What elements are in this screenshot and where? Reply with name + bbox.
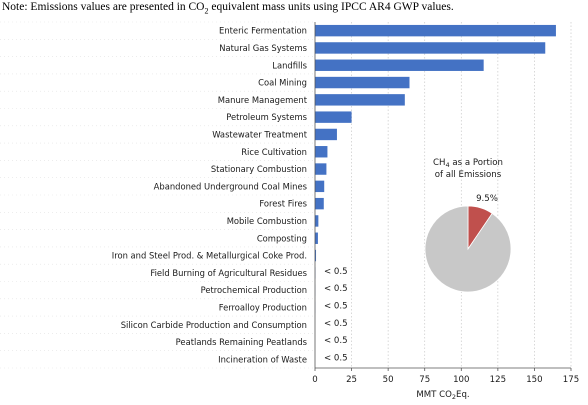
bar [315,128,337,141]
x-axis-title-end: Eq. [456,390,470,400]
data-label: < 0.5 [324,319,348,329]
x-tick-label: 0 [312,375,317,385]
pie-chart: CH4 as a Portion of all Emissions 9.5% [424,158,512,293]
bar [315,232,318,244]
bar [315,24,556,37]
x-axis: 0 25 50 75 100 125 150 175 [312,22,579,385]
bar [315,94,405,106]
category-label: Abandoned Underground Coal Mines [154,181,307,191]
category-label: Peatlands Remaining Peatlands [176,337,307,347]
x-axis-title-start: MMT CO [416,390,452,400]
category-label: Ferroalloy Production [219,302,307,312]
category-label: Incineration of Waste [218,354,307,364]
gridlines [0,21,572,369]
bar [315,111,352,123]
category-label: Enteric Fermentation [219,26,307,36]
category-label: Iron and Steel Prod. & Metallurgical Cok… [112,251,307,261]
bar [315,163,327,175]
pie-slices [424,205,512,293]
x-tick-label: 150 [526,375,542,385]
category-label: Manure Management [218,95,308,105]
note-subscript: 2 [204,6,209,16]
category-label: Rice Cultivation [241,147,307,157]
data-label: < 0.5 [324,353,348,363]
pie-title-end: as a Portion [450,158,503,168]
x-axis-title-sub: 2 [452,393,456,401]
bar [315,42,546,54]
category-label: Landfills [272,60,307,70]
category-label: Stationary Combustion [211,164,307,174]
pie-slice [424,205,512,293]
x-tick-label: 25 [346,375,357,385]
pie-title-sub: 4 [445,161,449,169]
category-label: Natural Gas Systems [219,43,307,53]
category-label: Forest Fires [259,199,307,209]
data-label: < 0.5 [324,301,348,311]
bar [315,76,410,89]
x-tick-label: 125 [490,375,506,385]
bar-series [315,24,556,314]
note-text-end: equivalent mass units using IPCC AR4 GWP… [208,1,454,13]
bar [315,180,325,193]
category-label: Silicon Carbide Production and Consumpti… [121,320,307,330]
pie-title-line1: CH4 as a Portion [433,158,503,169]
category-label: Wastewater Treatment [212,129,308,139]
x-tick-label: 75 [419,375,430,385]
data-label: < 0.5 [324,267,348,277]
bar [315,249,317,262]
category-label: Mobile Combustion [227,216,307,226]
data-label: < 0.5 [324,284,348,294]
pie-slice-label: 9.5% [476,194,498,204]
category-label: Petroleum Systems [226,112,307,122]
category-labels: Enteric Fermentation Natural Gas Systems L… [112,26,308,365]
bar [315,197,324,210]
x-tick-label: 175 [563,375,579,385]
pie-title-line2: of all Emissions [435,170,502,180]
bar [315,146,328,158]
pie-title-start: CH [433,158,445,168]
x-axis-title: MMT CO2Eq. [416,390,469,401]
note-text: Note: Emissions values are presented in … [2,1,586,15]
category-label: Coal Mining [258,78,307,88]
category-label: Composting [257,233,307,243]
category-label: Petrochemical Production [201,285,307,295]
bar [315,215,319,227]
category-label: Field Burning of Agricultural Residues [150,268,307,278]
x-tick-label: 100 [453,375,469,385]
data-label: < 0.5 [324,336,348,346]
x-tick-label: 50 [383,375,394,385]
note-text-start: Note: Emissions values are presented in … [2,1,205,13]
bar [315,59,484,71]
data-labels: < 0.5 < 0.5 < 0.5 < 0.5 < 0.5 < 0.5 [324,267,348,364]
